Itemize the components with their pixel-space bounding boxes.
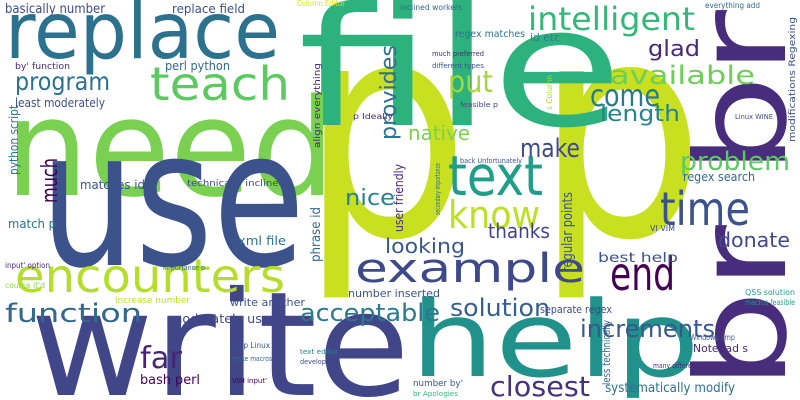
word: Linux WINE xyxy=(735,113,773,121)
word: QSS solution xyxy=(745,288,795,297)
word: matches id xyxy=(80,178,145,192)
word: bash perl xyxy=(140,373,200,388)
word: different types xyxy=(432,62,484,70)
word: best help xyxy=(598,251,678,266)
word: available xyxy=(610,61,755,91)
word: match p xyxy=(8,217,56,231)
word: solution xyxy=(450,294,550,322)
word: much preferred xyxy=(432,50,484,58)
word: replace field xyxy=(172,2,245,16)
word: br br xyxy=(670,9,800,390)
word: increments xyxy=(580,315,715,343)
word: intelligent xyxy=(528,0,695,38)
word: developer s xyxy=(300,358,338,366)
word: user friendly xyxy=(392,164,406,232)
word: far xyxy=(140,341,183,376)
word: help xyxy=(410,279,700,400)
word: xml file xyxy=(238,234,286,248)
word: increase number xyxy=(115,296,190,306)
word: inclined workers xyxy=(400,3,462,12)
word: native xyxy=(408,121,470,145)
word: number inserted xyxy=(348,287,440,300)
word: acceptable xyxy=(300,299,440,327)
word: text editor xyxy=(300,348,338,356)
word: much xyxy=(38,158,63,203)
word: write xyxy=(30,261,410,400)
word: python script xyxy=(7,105,21,175)
word: VI VIM xyxy=(650,224,675,233)
word: least moderately xyxy=(15,96,105,110)
word: looking xyxy=(385,234,465,258)
word: course it'd xyxy=(5,281,45,290)
word: replace xyxy=(5,0,280,77)
word: p xyxy=(535,0,705,306)
word: perl python xyxy=(165,59,230,73)
word: use xyxy=(40,89,305,310)
word: macros feasible xyxy=(745,298,795,307)
word: end xyxy=(610,247,675,301)
word: nice xyxy=(345,186,395,211)
word: write another xyxy=(230,296,305,309)
word: example xyxy=(355,246,585,292)
word: thanks xyxy=(488,219,550,243)
word: less technically xyxy=(600,320,613,385)
word: function xyxy=(5,299,142,329)
word: encounters xyxy=(15,249,285,303)
word: need xyxy=(5,70,335,227)
word: basically number xyxy=(5,2,106,17)
word: separate regex xyxy=(540,303,612,316)
word: regex search xyxy=(683,170,755,184)
word: regex matches xyxy=(455,29,525,40)
word: number by' xyxy=(413,379,463,389)
word: time xyxy=(660,182,750,236)
word: Notepad s xyxy=(693,342,748,355)
word: regular points xyxy=(560,192,576,272)
word: by' function xyxy=(15,62,70,72)
word: provides xyxy=(377,45,402,140)
word: id etc xyxy=(530,31,560,44)
word: VIM input' xyxy=(232,377,267,385)
word: modifications Regexing xyxy=(788,17,798,142)
word: program xyxy=(15,67,110,96)
word: Windows amp xyxy=(690,333,735,342)
word: closest xyxy=(490,370,590,400)
word: secondary importance xyxy=(434,163,442,215)
word: everything add xyxy=(705,1,760,10)
word: p Ideally xyxy=(353,112,393,121)
word: back Unfortunately xyxy=(460,157,522,165)
word: know xyxy=(448,193,540,237)
word: importance p xyxy=(163,264,205,272)
word: problem xyxy=(680,147,790,177)
word: come xyxy=(590,79,660,114)
word: file xyxy=(298,0,623,164)
word: donate xyxy=(718,228,790,252)
word: s Column xyxy=(545,75,554,110)
word: glad xyxy=(648,37,700,62)
word: p xyxy=(300,0,470,306)
word: amp Linux xyxy=(232,341,270,350)
word: align everything xyxy=(313,63,323,148)
word: moderately user xyxy=(170,312,275,326)
word: text xyxy=(448,144,543,208)
word: make macros xyxy=(232,355,272,363)
word: technically inclined xyxy=(187,179,285,189)
word: br Apologies xyxy=(413,390,458,398)
word: make xyxy=(520,134,580,164)
word: input' option xyxy=(5,261,50,270)
word: feasible p xyxy=(460,101,499,109)
word: phrase id xyxy=(309,207,324,262)
word: many different xyxy=(653,362,698,370)
word: Column Editor xyxy=(297,0,346,8)
word: systematically modify xyxy=(605,381,735,396)
word: length xyxy=(600,102,680,127)
word: teach xyxy=(150,57,290,111)
word: put xyxy=(448,65,493,100)
